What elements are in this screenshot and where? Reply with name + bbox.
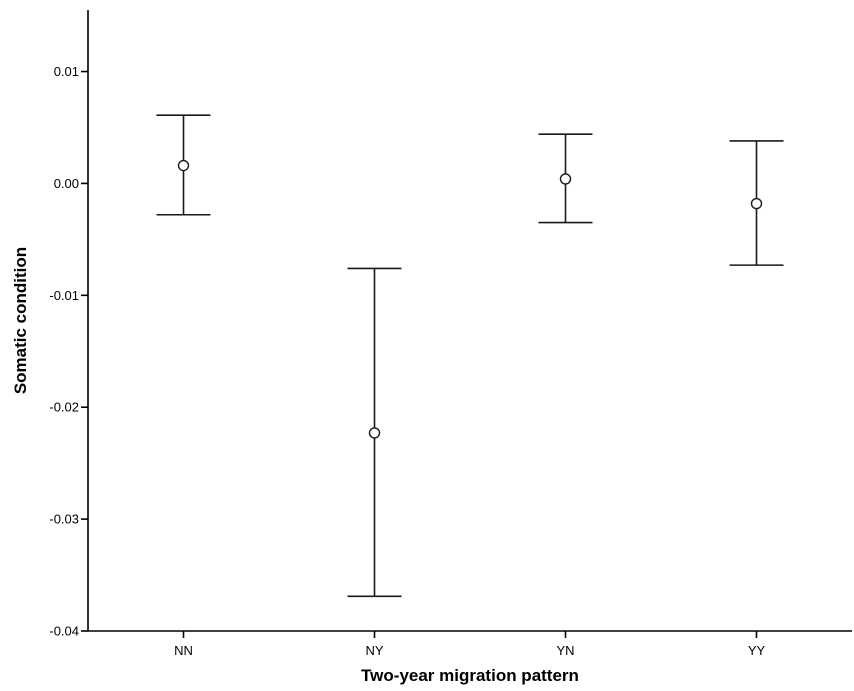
mean-point — [750, 197, 763, 210]
y-tick-label: -0.02 — [49, 400, 79, 415]
x-tick-label: NN — [174, 643, 193, 658]
y-axis-title: Somatic condition — [11, 247, 30, 394]
y-tick-label: -0.03 — [49, 512, 79, 527]
mean-point — [177, 159, 190, 172]
y-tick-label: 0.00 — [54, 176, 79, 191]
data-marks — [156, 114, 784, 598]
x-tick-label: YY — [748, 643, 766, 658]
y-tick-label: 0.01 — [54, 64, 79, 79]
mean-point — [559, 173, 572, 185]
axes — [87, 10, 852, 632]
y-tick-label: -0.04 — [49, 624, 79, 639]
x-axis-title: Two-year migration pattern — [361, 666, 579, 685]
x-ticks: NN NY YN YY — [174, 631, 765, 658]
mean-point — [368, 427, 381, 439]
x-tick-label: YN — [556, 643, 574, 658]
x-tick-label: NY — [365, 643, 383, 658]
y-ticks: 0.01 0.00 -0.01 -0.02 -0.03 -0.04 — [49, 64, 88, 639]
y-tick-label: -0.01 — [49, 288, 79, 303]
